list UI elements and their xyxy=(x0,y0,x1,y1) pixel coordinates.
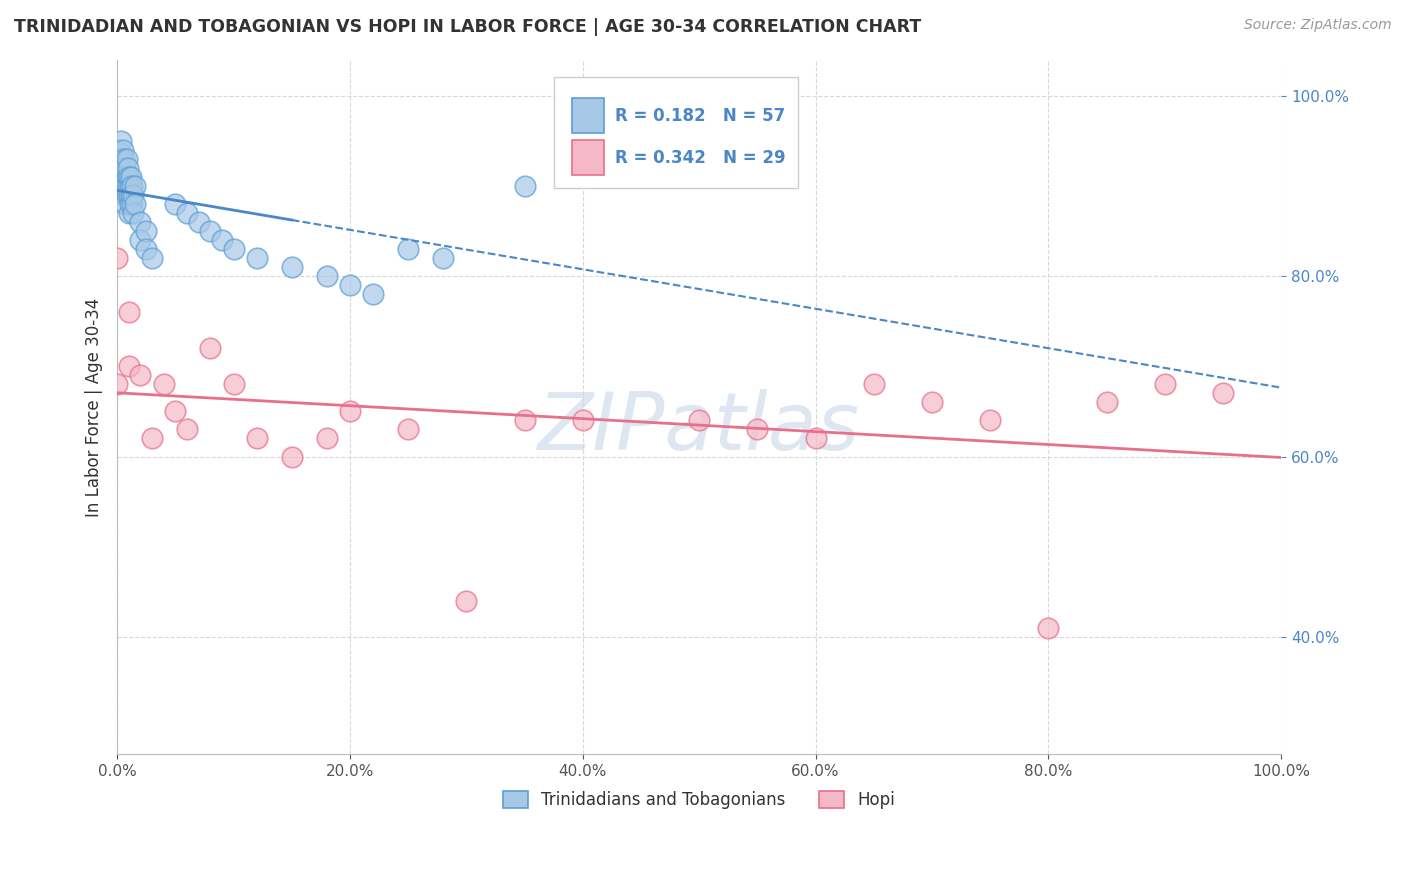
Point xyxy=(135,224,157,238)
Point xyxy=(281,450,304,464)
Point xyxy=(396,422,419,436)
Point xyxy=(105,152,128,166)
Point xyxy=(571,413,593,427)
Point xyxy=(108,152,131,166)
Point xyxy=(1038,621,1060,635)
Text: Source: ZipAtlas.com: Source: ZipAtlas.com xyxy=(1244,18,1392,32)
Point xyxy=(513,413,536,427)
Point xyxy=(117,161,139,175)
Point xyxy=(112,152,135,166)
FancyBboxPatch shape xyxy=(572,98,603,133)
Point xyxy=(165,197,187,211)
Text: TRINIDADIAN AND TOBAGONIAN VS HOPI IN LABOR FORCE | AGE 30-34 CORRELATION CHART: TRINIDADIAN AND TOBAGONIAN VS HOPI IN LA… xyxy=(14,18,921,36)
Point xyxy=(124,197,146,211)
Point xyxy=(339,404,361,418)
Point xyxy=(118,206,141,220)
Point xyxy=(111,169,134,184)
Point xyxy=(1212,386,1234,401)
Point xyxy=(315,269,337,284)
Point xyxy=(222,242,245,256)
Point xyxy=(129,368,152,383)
Point xyxy=(222,377,245,392)
Text: R = 0.182   N = 57: R = 0.182 N = 57 xyxy=(616,107,786,125)
Point xyxy=(129,215,152,229)
Point xyxy=(122,188,145,202)
Point xyxy=(118,197,141,211)
Point xyxy=(118,305,141,319)
FancyBboxPatch shape xyxy=(572,140,603,175)
Point xyxy=(117,178,139,193)
Point xyxy=(152,377,174,392)
Point xyxy=(111,161,134,175)
Point xyxy=(246,432,269,446)
Point xyxy=(122,206,145,220)
Point xyxy=(115,188,138,202)
FancyBboxPatch shape xyxy=(554,77,799,188)
Point xyxy=(246,251,269,265)
Point xyxy=(571,161,593,175)
Point xyxy=(120,188,142,202)
Point xyxy=(115,169,138,184)
Point xyxy=(211,233,233,247)
Point xyxy=(112,188,135,202)
Point xyxy=(111,161,134,175)
Point xyxy=(111,178,134,193)
Point xyxy=(456,594,478,608)
Point xyxy=(804,432,827,446)
Point xyxy=(187,215,209,229)
Legend: Trinidadians and Tobagonians, Hopi: Trinidadians and Tobagonians, Hopi xyxy=(496,784,901,815)
Point xyxy=(979,413,1001,427)
Point xyxy=(124,178,146,193)
Point xyxy=(105,377,128,392)
Point xyxy=(176,422,198,436)
Point xyxy=(115,152,138,166)
Point xyxy=(118,188,141,202)
Point xyxy=(432,251,454,265)
Point xyxy=(688,413,710,427)
Y-axis label: In Labor Force | Age 30-34: In Labor Force | Age 30-34 xyxy=(86,297,103,516)
Point xyxy=(110,152,132,166)
Point xyxy=(121,197,143,211)
Point xyxy=(114,178,136,193)
Text: ZIPatlas: ZIPatlas xyxy=(538,389,860,467)
Point xyxy=(107,161,129,175)
Point xyxy=(111,143,134,157)
Point xyxy=(107,143,129,157)
Point xyxy=(339,278,361,293)
Text: R = 0.342   N = 29: R = 0.342 N = 29 xyxy=(616,149,786,167)
Point xyxy=(108,169,131,184)
Point xyxy=(110,134,132,148)
Point xyxy=(921,395,943,409)
Point xyxy=(862,377,884,392)
Point xyxy=(747,422,769,436)
Point xyxy=(361,287,384,301)
Point xyxy=(121,178,143,193)
Point xyxy=(112,169,135,184)
Point xyxy=(135,242,157,256)
Point xyxy=(281,260,304,274)
Point xyxy=(200,224,222,238)
Point xyxy=(120,169,142,184)
Point xyxy=(315,432,337,446)
Point xyxy=(513,178,536,193)
Point xyxy=(114,161,136,175)
Point xyxy=(141,251,163,265)
Point xyxy=(141,432,163,446)
Point xyxy=(105,251,128,265)
Point xyxy=(129,233,152,247)
Point xyxy=(118,178,141,193)
Point xyxy=(118,169,141,184)
Point xyxy=(1095,395,1118,409)
Point xyxy=(396,242,419,256)
Point xyxy=(114,197,136,211)
Point xyxy=(105,169,128,184)
Point xyxy=(118,359,141,374)
Point xyxy=(165,404,187,418)
Point xyxy=(176,206,198,220)
Point xyxy=(200,341,222,355)
Point xyxy=(1153,377,1175,392)
